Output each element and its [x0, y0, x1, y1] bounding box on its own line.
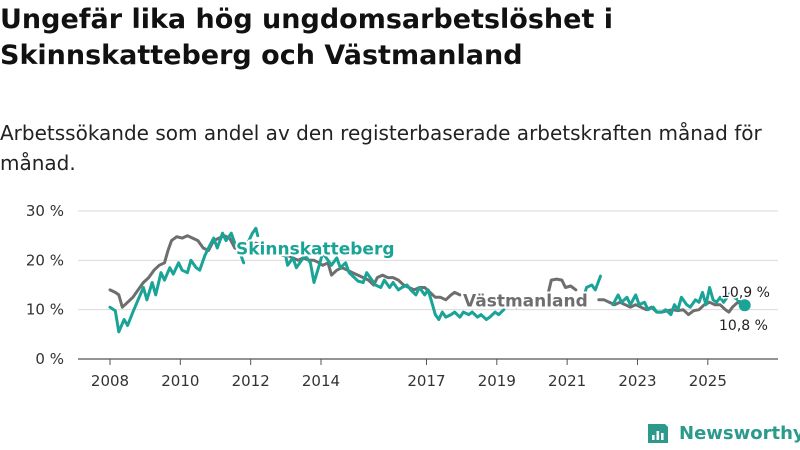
brand-logo[interactable]: Newsworthy	[645, 420, 800, 446]
skinnskatteberg-line-segment	[242, 226, 260, 252]
y-tick-label: 0 %	[35, 350, 64, 368]
x-tick-label: 2008	[91, 372, 129, 390]
skinnskatteberg-line-segment	[505, 300, 518, 309]
series-labels: Skinnskatteberg Västmanland 10,9 % 10,8 %	[234, 237, 771, 335]
x-tick-label: 2021	[548, 372, 586, 390]
skinnskatteberg-line-segment	[277, 246, 506, 321]
y-tick-label: 30 %	[26, 202, 64, 220]
newsworthy-icon	[648, 424, 668, 443]
x-tick-label: 2014	[302, 372, 340, 390]
skinnskatteberg-end-dot	[738, 299, 751, 312]
y-axis: 0 % 10 % 20 % 30 %	[26, 202, 64, 368]
skinnskatteberg-line-segment	[611, 286, 747, 317]
skinnskatteberg-line-segment	[108, 231, 246, 334]
y-tick-label: 10 %	[26, 301, 64, 319]
chart-title: Ungefär lika hög ungdomsarbetslöshet i S…	[0, 4, 614, 71]
skinnskatteberg-line-segment	[576, 274, 602, 307]
series-lines	[108, 226, 751, 334]
x-tick-label: 2019	[478, 372, 516, 390]
brand-name: Newsworthy	[679, 422, 800, 444]
y-tick-label: 20 %	[26, 251, 64, 269]
x-tick-label: 2023	[618, 372, 656, 390]
x-axis: 2008 2010 2012 2014 2017 2019 2021 2023 2025	[91, 359, 727, 390]
line-chart: 0 % 10 % 20 % 30 % 2008 2010 2012 2014 2017 2019…	[26, 202, 778, 390]
vastmanland-line-segment	[597, 298, 747, 317]
x-tick-label: 2017	[407, 372, 445, 390]
vastmanland-line-segment	[546, 277, 578, 297]
skinnskatteberg-label: Skinnskatteberg	[236, 239, 395, 259]
x-tick-label: 2010	[161, 372, 199, 390]
grid-lines	[78, 210, 778, 360]
skinnskatteberg-end-label: 10,9 %	[721, 285, 770, 301]
chart-subtitle: Arbetssökande som andel av den registerb…	[0, 121, 762, 175]
x-tick-label: 2012	[232, 372, 270, 390]
vastmanland-end-label: 10,8 %	[719, 318, 768, 334]
vastmanland-label: Västmanland	[463, 292, 588, 312]
x-tick-label: 2025	[689, 372, 727, 390]
